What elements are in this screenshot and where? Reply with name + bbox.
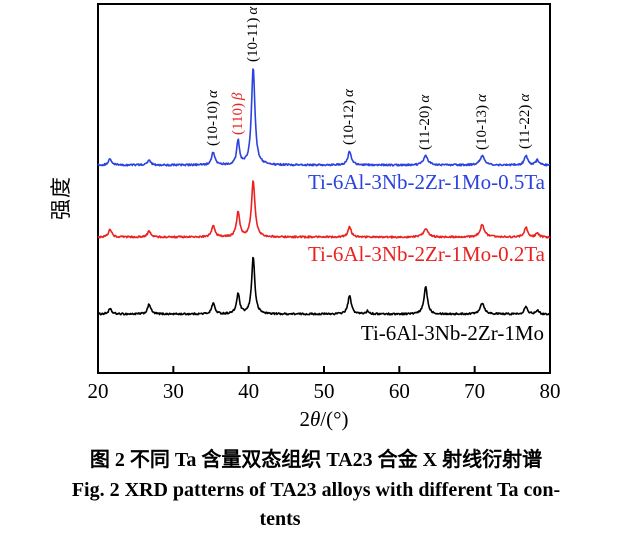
peak-phase: α: [244, 6, 261, 15]
peak-label-(110)-β: (110) β: [229, 92, 246, 135]
xrd-curve-Ti-6Al-3Nb-2Zr-1Mo-0.5Ta: [97, 68, 551, 167]
caption-english-line2: tents: [259, 508, 301, 530]
x-tick-label: 20: [87, 379, 109, 403]
x-tick-label: 60: [388, 379, 410, 403]
peak-hkl: (110): [229, 103, 246, 135]
xrd-chart: 强度 2θ/(°) Ti-6Al-3Nb-2Zr-1Mo-0.5Ta Ti-6A…: [0, 3, 632, 432]
caption-english-line1: Fig. 2 XRD patterns of TA23 alloys with …: [71, 479, 561, 501]
figure-caption: 图 2 不同 Ta 含量双态组织 TA23 合金 X 射线衍射谱 Fig. 2 …: [0, 443, 632, 531]
caption-chinese: 图 2 不同 Ta 含量双态组织 TA23 合金 X 射线衍射谱: [89, 449, 543, 471]
peak-label-(10-12)-α: (10-12) α: [341, 89, 358, 145]
peak-phase: α: [341, 89, 358, 97]
x-tick-label: 40: [238, 379, 260, 403]
xrd-plot-canvas: [97, 3, 551, 374]
peak-hkl: (11-20): [417, 105, 434, 150]
x-tick-label: 80: [539, 379, 561, 403]
peak-hkl: (11-22): [517, 104, 534, 149]
peak-label-(10-11)-α: (10-11) α: [244, 6, 261, 62]
x-axis-label-suffix: /(°): [320, 407, 349, 431]
series-label-0.5Ta: Ti-6Al-3Nb-2Zr-1Mo-0.5Ta: [307, 170, 545, 194]
peak-hkl: (10-11): [244, 17, 261, 62]
x-tick-label: 50: [313, 379, 335, 403]
x-axis-label-prefix: 2: [299, 407, 310, 431]
peak-label-(11-22)-α: (11-22) α: [517, 93, 534, 149]
xrd-curve-Ti-6Al-3Nb-2Zr-1Mo-0.2Ta: [97, 180, 551, 239]
peak-label-(10-13)-α: (10-13) α: [473, 94, 490, 150]
peak-hkl: (10-13): [473, 105, 490, 150]
xrd-curve-Ti-6Al-3Nb-2Zr-1Mo: [97, 256, 551, 316]
peak-label-(10-10)-α: (10-10) α: [204, 90, 221, 146]
peak-phase: α: [204, 90, 221, 98]
series-label-base-alloy: Ti-6Al-3Nb-2Zr-1Mo: [360, 321, 544, 345]
y-axis-label: 强度: [49, 176, 73, 220]
series-label-0.2Ta: Ti-6Al-3Nb-2Zr-1Mo-0.2Ta: [307, 242, 545, 266]
x-tick-label: 30: [162, 379, 184, 403]
peak-label-(11-20)-α: (11-20) α: [417, 94, 434, 150]
peak-hkl: (10-12): [341, 100, 358, 145]
peak-hkl: (10-10): [204, 101, 221, 146]
peak-phase: α: [517, 93, 534, 102]
peak-phase: α: [473, 94, 490, 102]
x-tick-label: 70: [464, 379, 486, 403]
x-axis-label-theta: θ: [309, 407, 321, 431]
peak-phase: α: [417, 94, 434, 103]
peak-phase: β: [229, 92, 246, 101]
x-axis-label: 2θ/(°): [0, 407, 632, 432]
